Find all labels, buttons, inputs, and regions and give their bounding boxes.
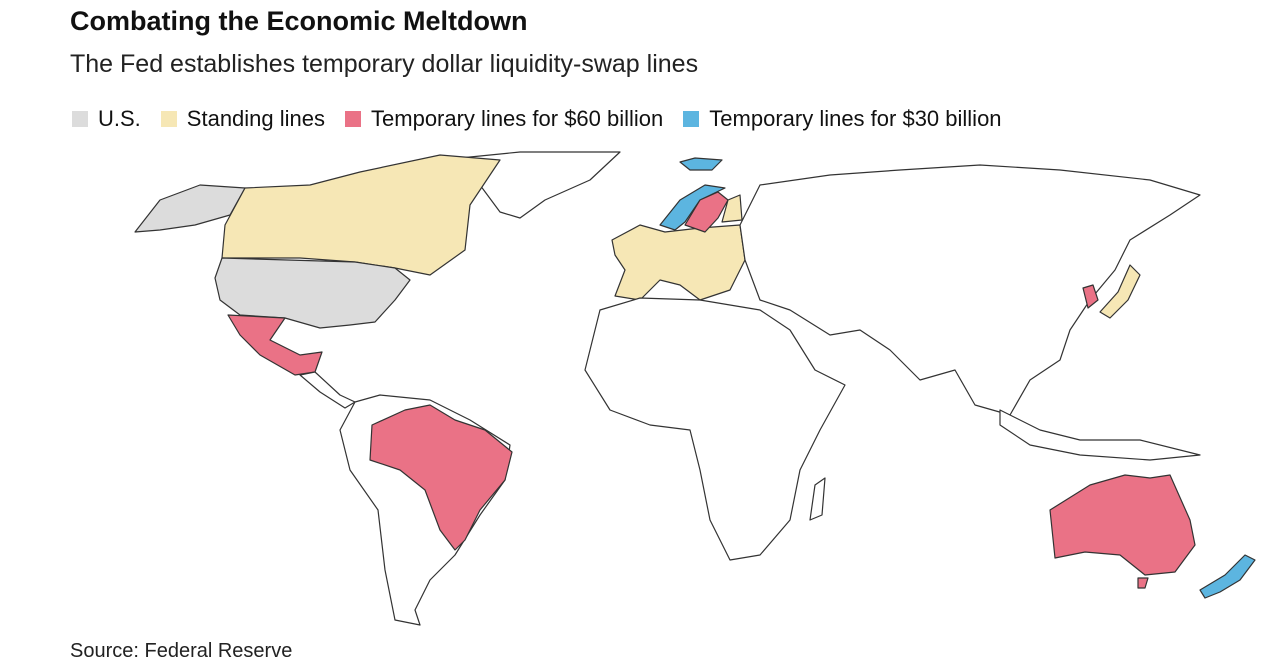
legend-item-60b: Temporary lines for $60 billion [345,106,663,132]
legend-swatch [160,111,177,127]
legend-label: Temporary lines for $30 billion [709,106,1002,131]
finland [721,194,743,223]
indonesia [999,409,1201,461]
asia [739,164,1201,416]
australia [1049,474,1196,576]
new-zealand [1199,554,1256,599]
africa [584,297,846,561]
legend-label: Temporary lines for $60 billion [371,106,664,131]
iceland [679,157,723,171]
mexico [227,314,323,376]
brazil [369,404,513,551]
legend-item-us: U.S. [72,106,141,132]
legend-label: U.S. [98,106,141,131]
madagascar [809,477,826,521]
map-title: Combating the Economic Meltdown [70,6,528,36]
united-states [214,257,411,329]
central-america [299,371,356,409]
south-korea [1082,284,1099,309]
legend-swatch [345,111,362,127]
legend-item-30b: Temporary lines for $30 billion [683,106,1002,132]
japan [1099,264,1141,319]
legend-swatch [683,111,700,127]
legend-swatch [72,111,88,127]
legend-label: Standing lines [186,106,326,131]
tasmania [1137,577,1149,589]
map-subtitle: The Fed establishes temporary dollar liq… [70,50,699,78]
legend-item-standing: Standing lines [160,106,326,132]
canada [221,154,501,276]
legend: U.S. Standing lines Temporary lines for … [72,106,1002,132]
europe [611,224,746,301]
source-note: Source: Federal Reserve [70,640,293,662]
